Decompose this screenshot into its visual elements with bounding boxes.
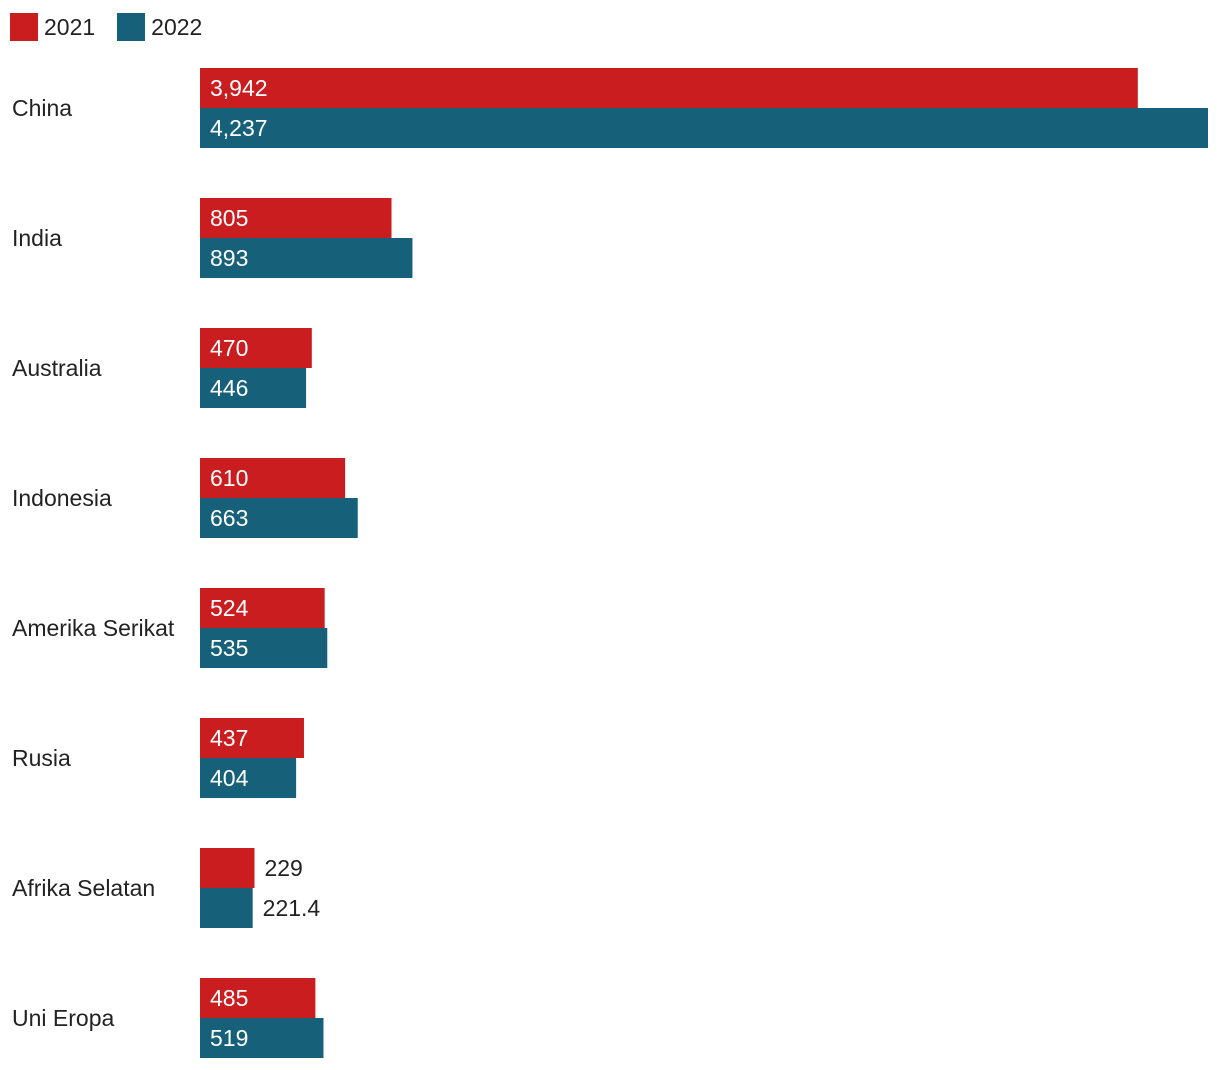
data-label-uni-eropa-2021: 485: [210, 985, 248, 1011]
legend-item-2021: 2021: [10, 13, 95, 41]
bar-china-2021: [200, 68, 1138, 108]
category-label-rusia: Rusia: [12, 745, 71, 771]
data-label-afrika-selatan-2022: 221.4: [263, 895, 321, 921]
category-label-indonesia: Indonesia: [12, 485, 112, 511]
bar-rusia-2022: [200, 758, 297, 798]
legend-label-2022: 2022: [151, 13, 203, 40]
category-label-uni-eropa: Uni Eropa: [12, 1005, 114, 1031]
data-label-india-2021: 805: [210, 205, 248, 231]
bar-india-2022: [200, 238, 413, 278]
category-label-afrika-selatan: Afrika Selatan: [12, 875, 155, 901]
bar-uni-eropa-2021: [200, 978, 316, 1018]
category-label-amerika-serikat: Amerika Serikat: [12, 615, 175, 641]
bar-indonesia-2022: [200, 498, 358, 538]
bar-australia-2021: [200, 328, 312, 368]
data-label-china-2022: 4,237: [210, 115, 268, 141]
data-label-amerika-serikat-2021: 524: [210, 595, 249, 621]
bar-afrika-selatan-2021: [200, 848, 255, 888]
data-label-indonesia-2022: 663: [210, 505, 248, 531]
category-label-australia: Australia: [12, 355, 102, 381]
data-label-rusia-2021: 437: [210, 725, 248, 751]
data-label-amerika-serikat-2022: 535: [210, 635, 248, 661]
legend-swatch-2022: [117, 13, 146, 41]
data-label-india-2022: 893: [210, 245, 248, 271]
data-label-uni-eropa-2022: 519: [210, 1025, 248, 1051]
legend-label-2021: 2021: [44, 13, 96, 40]
category-label-china: China: [12, 95, 72, 121]
data-label-australia-2022: 446: [210, 375, 248, 401]
data-label-rusia-2022: 404: [210, 765, 249, 791]
legend-item-2022: 2022: [117, 13, 202, 41]
bar-uni-eropa-2022: [200, 1018, 324, 1058]
data-label-china-2021: 3,942: [210, 75, 268, 101]
legend-swatch-2021: [10, 13, 38, 41]
data-label-indonesia-2021: 610: [210, 465, 248, 491]
bar-australia-2022: [200, 368, 307, 408]
category-label-india: India: [12, 225, 62, 251]
bar-amerika-serikat-2021: [200, 588, 325, 628]
bar-india-2021: [200, 198, 392, 238]
bar-rusia-2021: [200, 718, 304, 758]
chart-legend: 2021 2022: [10, 12, 224, 42]
bar-afrika-selatan-2022: [200, 888, 253, 928]
data-label-australia-2021: 470: [210, 335, 248, 361]
data-label-afrika-selatan-2021: 229: [264, 855, 302, 881]
bar-china-2022: [200, 108, 1208, 148]
bar-indonesia-2021: [200, 458, 346, 498]
bar-amerika-serikat-2022: [200, 628, 328, 668]
